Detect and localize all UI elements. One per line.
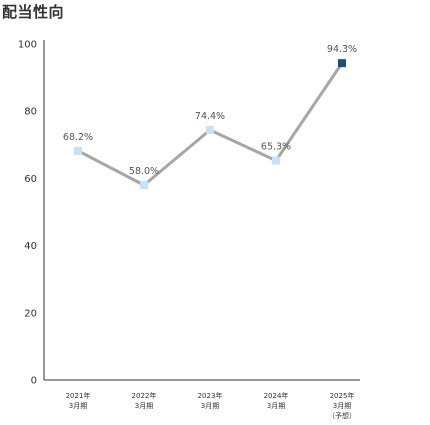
data-point	[140, 181, 148, 190]
chart-title: 配当性向	[2, 3, 65, 21]
x-tick-label: 2021年	[66, 391, 91, 400]
data-point	[338, 59, 346, 68]
x-tick-label: 2025年	[330, 391, 355, 400]
y-tick-label: 40	[24, 241, 37, 252]
y-tick-label: 60	[24, 174, 37, 185]
x-tick-label: 3月期	[333, 402, 351, 410]
y-tick-label: 0	[31, 376, 37, 387]
series-line	[77, 62, 344, 187]
y-tick-label: 80	[24, 107, 37, 118]
data-point	[272, 156, 280, 165]
x-tick-label: （予想）	[328, 411, 356, 420]
x-tick-label: 3月期	[69, 402, 87, 410]
data-point	[206, 126, 214, 135]
data-label: 68.2%	[63, 132, 93, 143]
data-label: 94.3%	[327, 44, 357, 55]
y-tick-label: 100	[18, 40, 37, 51]
data-label: 74.4%	[195, 111, 225, 122]
y-tick-label: 20	[24, 308, 37, 319]
data-label: 65.3%	[261, 142, 291, 153]
x-tick-label: 3月期	[201, 402, 219, 410]
x-tick-label: 2022年	[132, 391, 157, 400]
x-tick-label: 2024年	[264, 391, 289, 400]
x-tick-label: 3月期	[135, 402, 153, 410]
x-tick-label: 3月期	[267, 402, 285, 410]
data-point	[74, 146, 82, 155]
data-label: 58.0%	[129, 166, 159, 177]
x-tick-label: 2023年	[198, 391, 223, 400]
